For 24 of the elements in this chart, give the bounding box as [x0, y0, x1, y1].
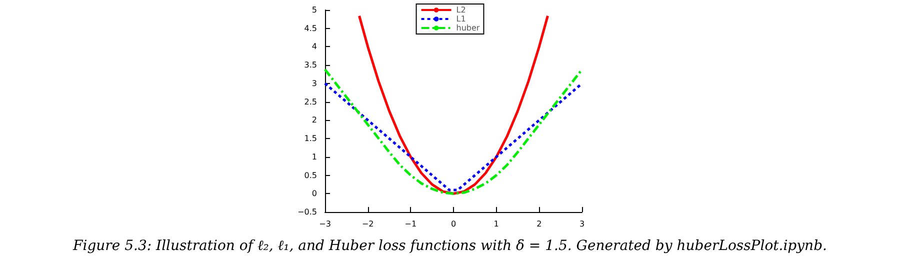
y-tick-label: 4: [312, 42, 317, 52]
legend-label: L1: [456, 14, 466, 24]
legend-label: huber: [456, 24, 480, 32]
x-tick-label: 2: [536, 220, 542, 228]
caption: Figure 5.3: Illustration of ℓ₂, ℓ₁, and Huber loss functions with δ = 1.5. Generated by huberLossPlot.ipynb.: [72, 238, 828, 255]
x-tick-label: 0: [450, 220, 456, 228]
y-tick-label: 4.5: [304, 24, 317, 33]
y-tick-label: 3: [312, 78, 317, 88]
x-tick-label: −3: [319, 220, 331, 228]
x-tick-label: −1: [404, 220, 417, 228]
y-tick-label: 0: [312, 189, 317, 198]
x-tick-label: 1: [494, 220, 499, 228]
legend-label: L2: [456, 6, 466, 14]
y-tick-label: 1.5: [304, 134, 317, 144]
x-tick-label: 3: [579, 220, 585, 228]
y-tick-label: 0.5: [304, 170, 317, 180]
x-tick-label: −2: [362, 220, 374, 228]
y-tick-label: −0.5: [298, 208, 317, 216]
y-tick-label: 3.5: [304, 60, 317, 70]
y-tick-label: 2.5: [304, 97, 317, 106]
y-tick-label: 2: [312, 116, 317, 125]
y-tick-label: 5: [312, 6, 317, 14]
line-series: [358, 14, 549, 195]
y-tick-label: 1: [312, 152, 317, 162]
